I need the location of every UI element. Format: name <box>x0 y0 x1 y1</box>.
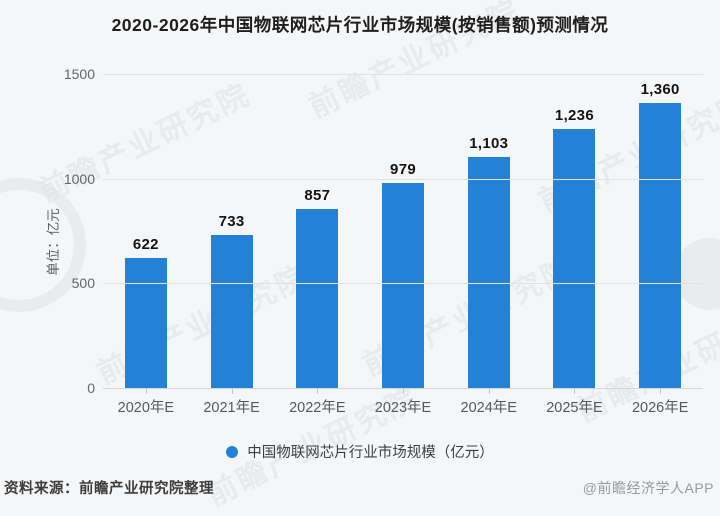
x-axis-tick-label: 2022年E <box>289 400 346 416</box>
x-axis-tick <box>231 388 233 394</box>
y-axis-tick-label: 1500 <box>63 66 95 82</box>
bars-container: 622 733 857 979 1,103 1,236 1,360 <box>103 74 703 388</box>
x-axis-tick-label: 2025年E <box>546 400 603 416</box>
bar <box>382 183 425 388</box>
y-axis-unit-label: 单位：亿元 <box>45 208 61 276</box>
bar-value-label: 857 <box>304 186 331 204</box>
y-axis-tick-label: 1000 <box>63 170 95 187</box>
bar <box>296 208 339 388</box>
y-axis-tick-label: 500 <box>71 275 95 292</box>
chart-title: 2020-2026年中国物联网芯片行业市场规模(按销售额)预测情况 <box>111 15 609 35</box>
legend-marker-icon <box>226 445 239 458</box>
bar-value-label: 1,103 <box>469 135 509 153</box>
plot-area: 622 733 857 979 1,103 1,236 1,360 2020年E 2021年E… <box>64 66 703 416</box>
x-axis-tick-label: 2021年E <box>203 400 260 416</box>
bar-column: 1,103 <box>446 74 532 388</box>
x-axis-tick-label: 2020年E <box>117 400 175 416</box>
credit-note: @前瞻经济学人APP <box>582 479 714 496</box>
bar-column: 979 <box>360 74 446 388</box>
bar-column: 1,236 <box>532 74 618 388</box>
bar <box>553 129 596 388</box>
bar <box>639 103 682 388</box>
x-axis-tick <box>145 388 147 394</box>
bar-column: 1,360 <box>617 74 703 388</box>
gridline <box>103 283 703 285</box>
x-axis-tick <box>574 388 576 394</box>
legend-label: 中国物联网芯片行业市场规模（亿元） <box>247 445 494 461</box>
bar <box>124 257 167 388</box>
bar-value-label: 1,360 <box>640 81 680 99</box>
x-axis-tick <box>317 388 319 394</box>
x-axis-tick-label: 2023年E <box>374 400 432 416</box>
legend: 中国物联网芯片行业市场规模（亿元） <box>0 441 720 462</box>
bar-value-label: 979 <box>390 161 416 179</box>
x-axis-tick <box>403 388 404 394</box>
footer: 资料来源：前瞻产业研究院整理 @前瞻经济学人APP <box>0 477 720 498</box>
bar-column: 857 <box>274 74 360 388</box>
gridline <box>103 74 703 75</box>
gridline <box>103 178 703 180</box>
x-axis-tick-label: 2024年E <box>460 400 517 416</box>
bar <box>210 234 253 388</box>
x-axis-tick <box>660 388 662 394</box>
y-axis-tick-label: 0 <box>87 380 95 396</box>
bar <box>467 157 510 388</box>
bar-column: 622 <box>103 74 189 388</box>
bar-value-label: 622 <box>132 235 159 253</box>
source-note: 资料来源：前瞻产业研究院整理 <box>4 481 214 497</box>
bar-value-label: 733 <box>218 212 245 230</box>
bar-value-label: 1,236 <box>554 107 594 125</box>
x-axis-tick-label: 2026年E <box>631 400 689 416</box>
bar-column: 733 <box>189 74 275 388</box>
x-axis-labels: 2020年E 2021年E 2022年E 2023年E 2024年E 2025年E 2026… <box>103 396 703 417</box>
x-axis-tick <box>488 388 490 394</box>
